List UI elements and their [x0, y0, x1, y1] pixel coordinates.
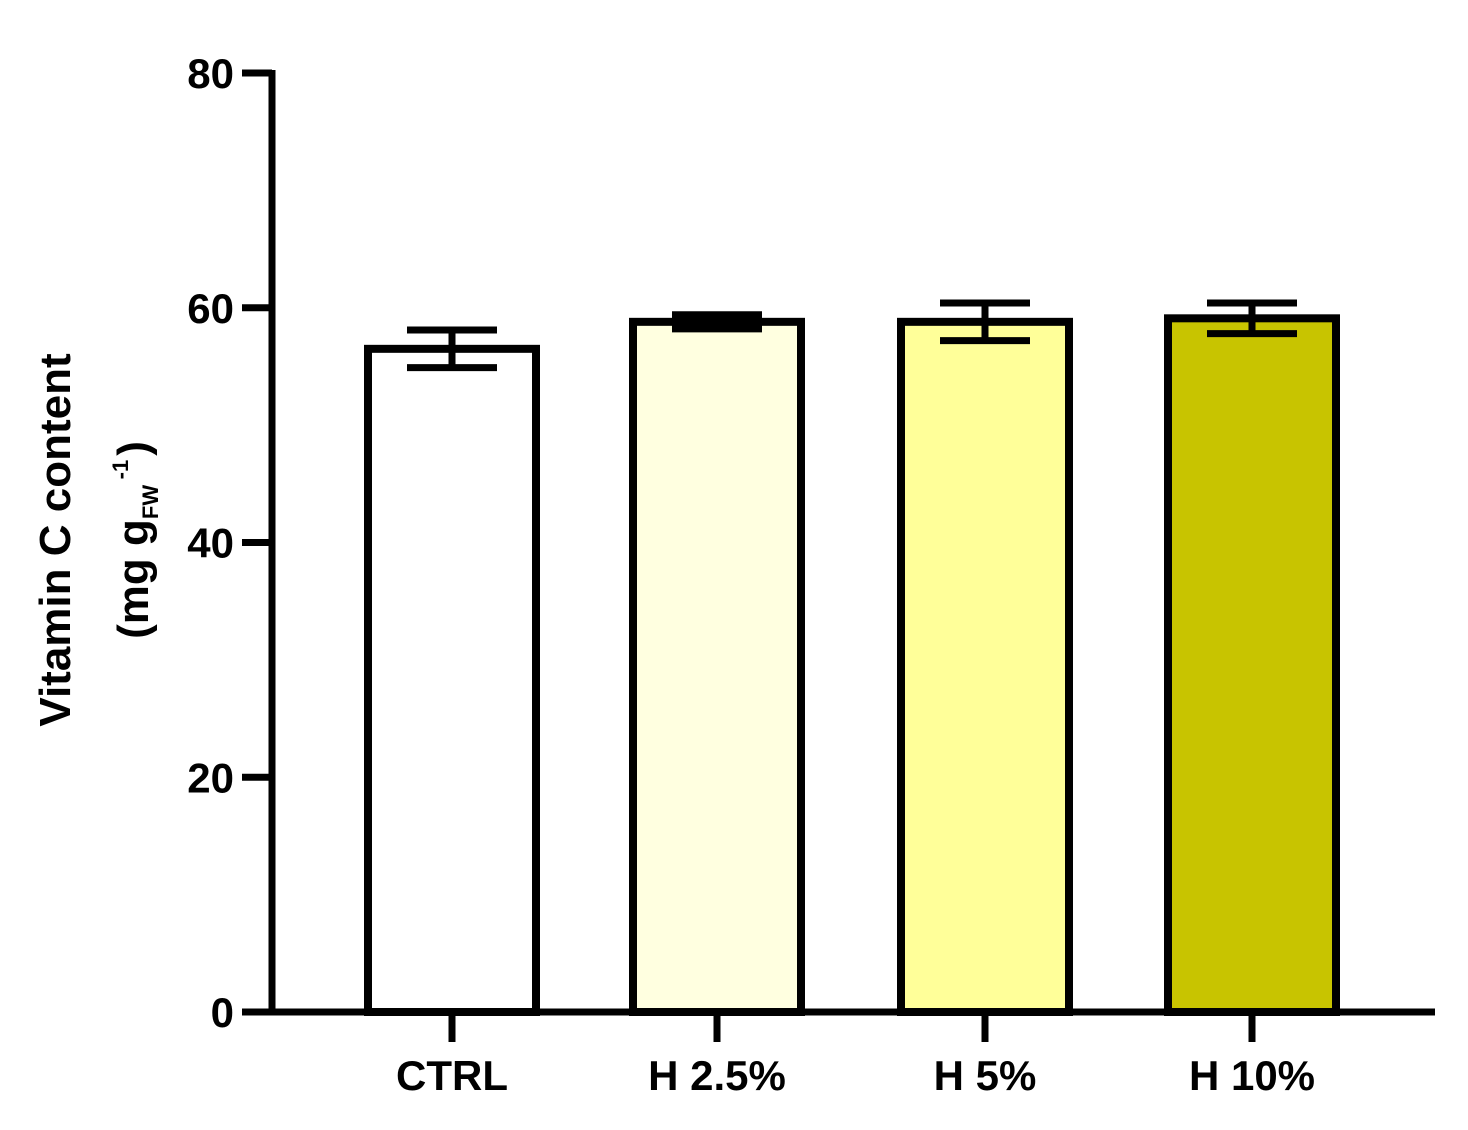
y-tick-label: 60: [187, 285, 234, 332]
x-category-label: H 2.5%: [648, 1052, 786, 1099]
y-tick-label: 80: [187, 50, 234, 97]
y-axis-title-line1: Vitamin C content: [31, 353, 80, 727]
y-axis-title: Vitamin C content (mg gFW-1): [31, 353, 163, 727]
error-bars-layer: [407, 299, 1297, 372]
y-tick-label: 40: [187, 520, 234, 567]
x-category-label: H 5%: [934, 1052, 1037, 1099]
x-category-label: CTRL: [396, 1052, 508, 1099]
bars-layer: [364, 314, 1340, 1017]
y-axis-title-line2: (mg gFW-1): [108, 441, 163, 639]
y-ticks-layer: 0 20 40 60 80: [187, 50, 272, 1036]
y-axis-unit-suffix: ): [109, 441, 158, 456]
x-category-label: H 10%: [1189, 1052, 1315, 1099]
bar: [1164, 314, 1340, 1017]
y-tick-label: 0: [211, 989, 234, 1036]
bar: [364, 344, 540, 1016]
bar: [897, 317, 1073, 1016]
y-axis-unit-prefix: (mg g: [109, 519, 158, 639]
y-axis-unit-sub: FW: [138, 485, 163, 519]
y-axis-unit-sup: -1: [108, 460, 133, 480]
x-categories-layer: CTRL H 2.5% H 5% H 10%: [396, 1012, 1315, 1099]
y-tick-label: 20: [187, 754, 234, 801]
bar: [629, 317, 805, 1016]
